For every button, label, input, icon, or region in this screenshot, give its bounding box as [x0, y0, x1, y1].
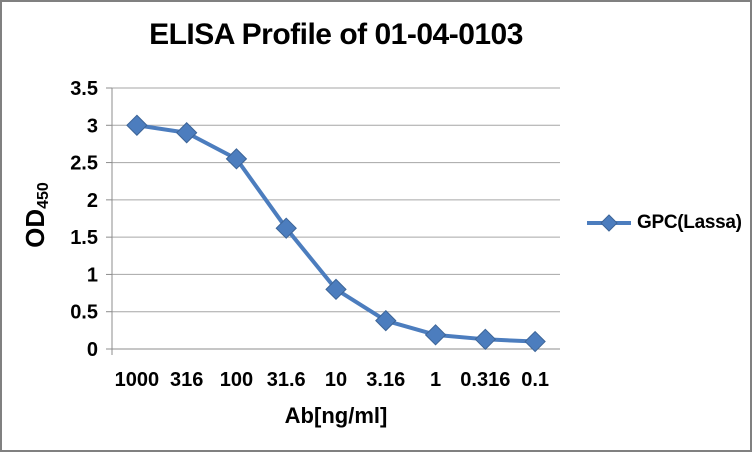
data-point-marker [126, 114, 148, 136]
legend-label: GPC(Lassa) [637, 212, 742, 233]
data-point-marker [325, 278, 347, 301]
x-tick-label: 0.1 [521, 369, 549, 391]
x-tick-label: 31.6 [267, 369, 306, 391]
series-line [134, 123, 538, 344]
y-tick-label: 3 [87, 115, 98, 137]
x-tick-label: 1000 [115, 369, 160, 391]
y-tick-label: 3.5 [70, 78, 98, 100]
y-tick-label: 0.5 [70, 302, 98, 324]
y-tick-label: 1.5 [70, 227, 98, 249]
chart-title: ELISA Profile of 01-04-0103 [149, 18, 523, 51]
legend-diamond-icon [600, 214, 618, 232]
data-point-marker [474, 328, 497, 351]
y-tick-label: 0 [87, 339, 98, 361]
x-tick-label: 316 [170, 369, 203, 391]
y-tick-label: 2.5 [70, 153, 98, 175]
y-tick-label: 1 [87, 264, 98, 286]
data-point-marker [275, 217, 297, 239]
data-point-marker [375, 309, 397, 332]
legend: GPC(Lassa) [585, 210, 742, 236]
x-tick-label: 1 [430, 369, 441, 391]
x-tick-label: 0.316 [460, 369, 510, 391]
data-point-marker [524, 330, 546, 353]
x-tick-label: 100 [220, 369, 253, 391]
x-tick-label: 10 [325, 369, 347, 391]
data-point-marker [175, 122, 198, 144]
y-tick-label: 2 [87, 190, 98, 212]
data-point-marker [225, 148, 248, 170]
x-axis-title: Ab[ng/ml] [284, 403, 388, 428]
x-tick-label: 3.16 [366, 369, 405, 391]
data-point-marker [424, 324, 447, 346]
legend-marker-icon [587, 214, 631, 232]
